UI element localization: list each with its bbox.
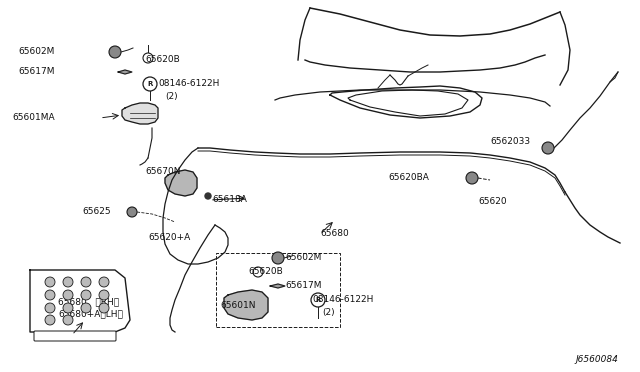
Circle shape xyxy=(205,193,211,199)
Polygon shape xyxy=(30,270,130,332)
Text: 65602M: 65602M xyxy=(285,253,321,263)
Text: 65620B: 65620B xyxy=(145,55,180,64)
Text: (2): (2) xyxy=(165,92,178,100)
Circle shape xyxy=(272,252,284,264)
Text: 65620+A: 65620+A xyxy=(148,234,190,243)
Text: 65601N: 65601N xyxy=(220,301,255,311)
Text: 65601MA: 65601MA xyxy=(12,113,55,122)
Text: 65620B: 65620B xyxy=(248,267,283,276)
Circle shape xyxy=(143,77,157,91)
Circle shape xyxy=(63,290,73,300)
Circle shape xyxy=(63,303,73,313)
FancyBboxPatch shape xyxy=(34,331,116,341)
Text: 65620: 65620 xyxy=(478,198,507,206)
Circle shape xyxy=(45,290,55,300)
Text: 65602M: 65602M xyxy=(19,48,55,57)
Circle shape xyxy=(45,277,55,287)
Circle shape xyxy=(99,303,109,313)
Text: 65625: 65625 xyxy=(82,208,111,217)
Circle shape xyxy=(81,290,91,300)
Circle shape xyxy=(253,267,263,277)
Circle shape xyxy=(81,303,91,313)
Circle shape xyxy=(45,315,55,325)
Circle shape xyxy=(542,142,554,154)
Polygon shape xyxy=(165,170,197,196)
Circle shape xyxy=(99,277,109,287)
Text: 65680: 65680 xyxy=(320,230,349,238)
Text: 65680   〈RH〉: 65680 〈RH〉 xyxy=(58,298,119,307)
Text: 65617M: 65617M xyxy=(285,282,321,291)
Circle shape xyxy=(311,293,325,307)
Text: 08146-6122H: 08146-6122H xyxy=(312,295,373,305)
Text: (2): (2) xyxy=(322,308,335,317)
Text: 65620BA: 65620BA xyxy=(388,173,429,183)
Circle shape xyxy=(466,172,478,184)
Circle shape xyxy=(63,277,73,287)
Text: 65670N: 65670N xyxy=(145,167,180,176)
Text: R: R xyxy=(147,81,153,87)
Text: 65617M: 65617M xyxy=(19,67,55,77)
Polygon shape xyxy=(122,103,158,124)
Circle shape xyxy=(109,46,121,58)
Text: 65680+A〈LH〉: 65680+A〈LH〉 xyxy=(58,310,123,318)
Text: 6562033: 6562033 xyxy=(490,138,530,147)
Circle shape xyxy=(81,277,91,287)
Polygon shape xyxy=(224,290,268,320)
Circle shape xyxy=(45,303,55,313)
Polygon shape xyxy=(270,284,285,288)
Text: J6560084: J6560084 xyxy=(575,356,618,365)
Circle shape xyxy=(99,290,109,300)
Circle shape xyxy=(63,315,73,325)
Text: 08146-6122H: 08146-6122H xyxy=(158,80,220,89)
Polygon shape xyxy=(118,70,132,74)
Circle shape xyxy=(143,53,153,63)
Text: R: R xyxy=(316,297,321,303)
Text: 65618A: 65618A xyxy=(212,196,247,205)
Circle shape xyxy=(127,207,137,217)
